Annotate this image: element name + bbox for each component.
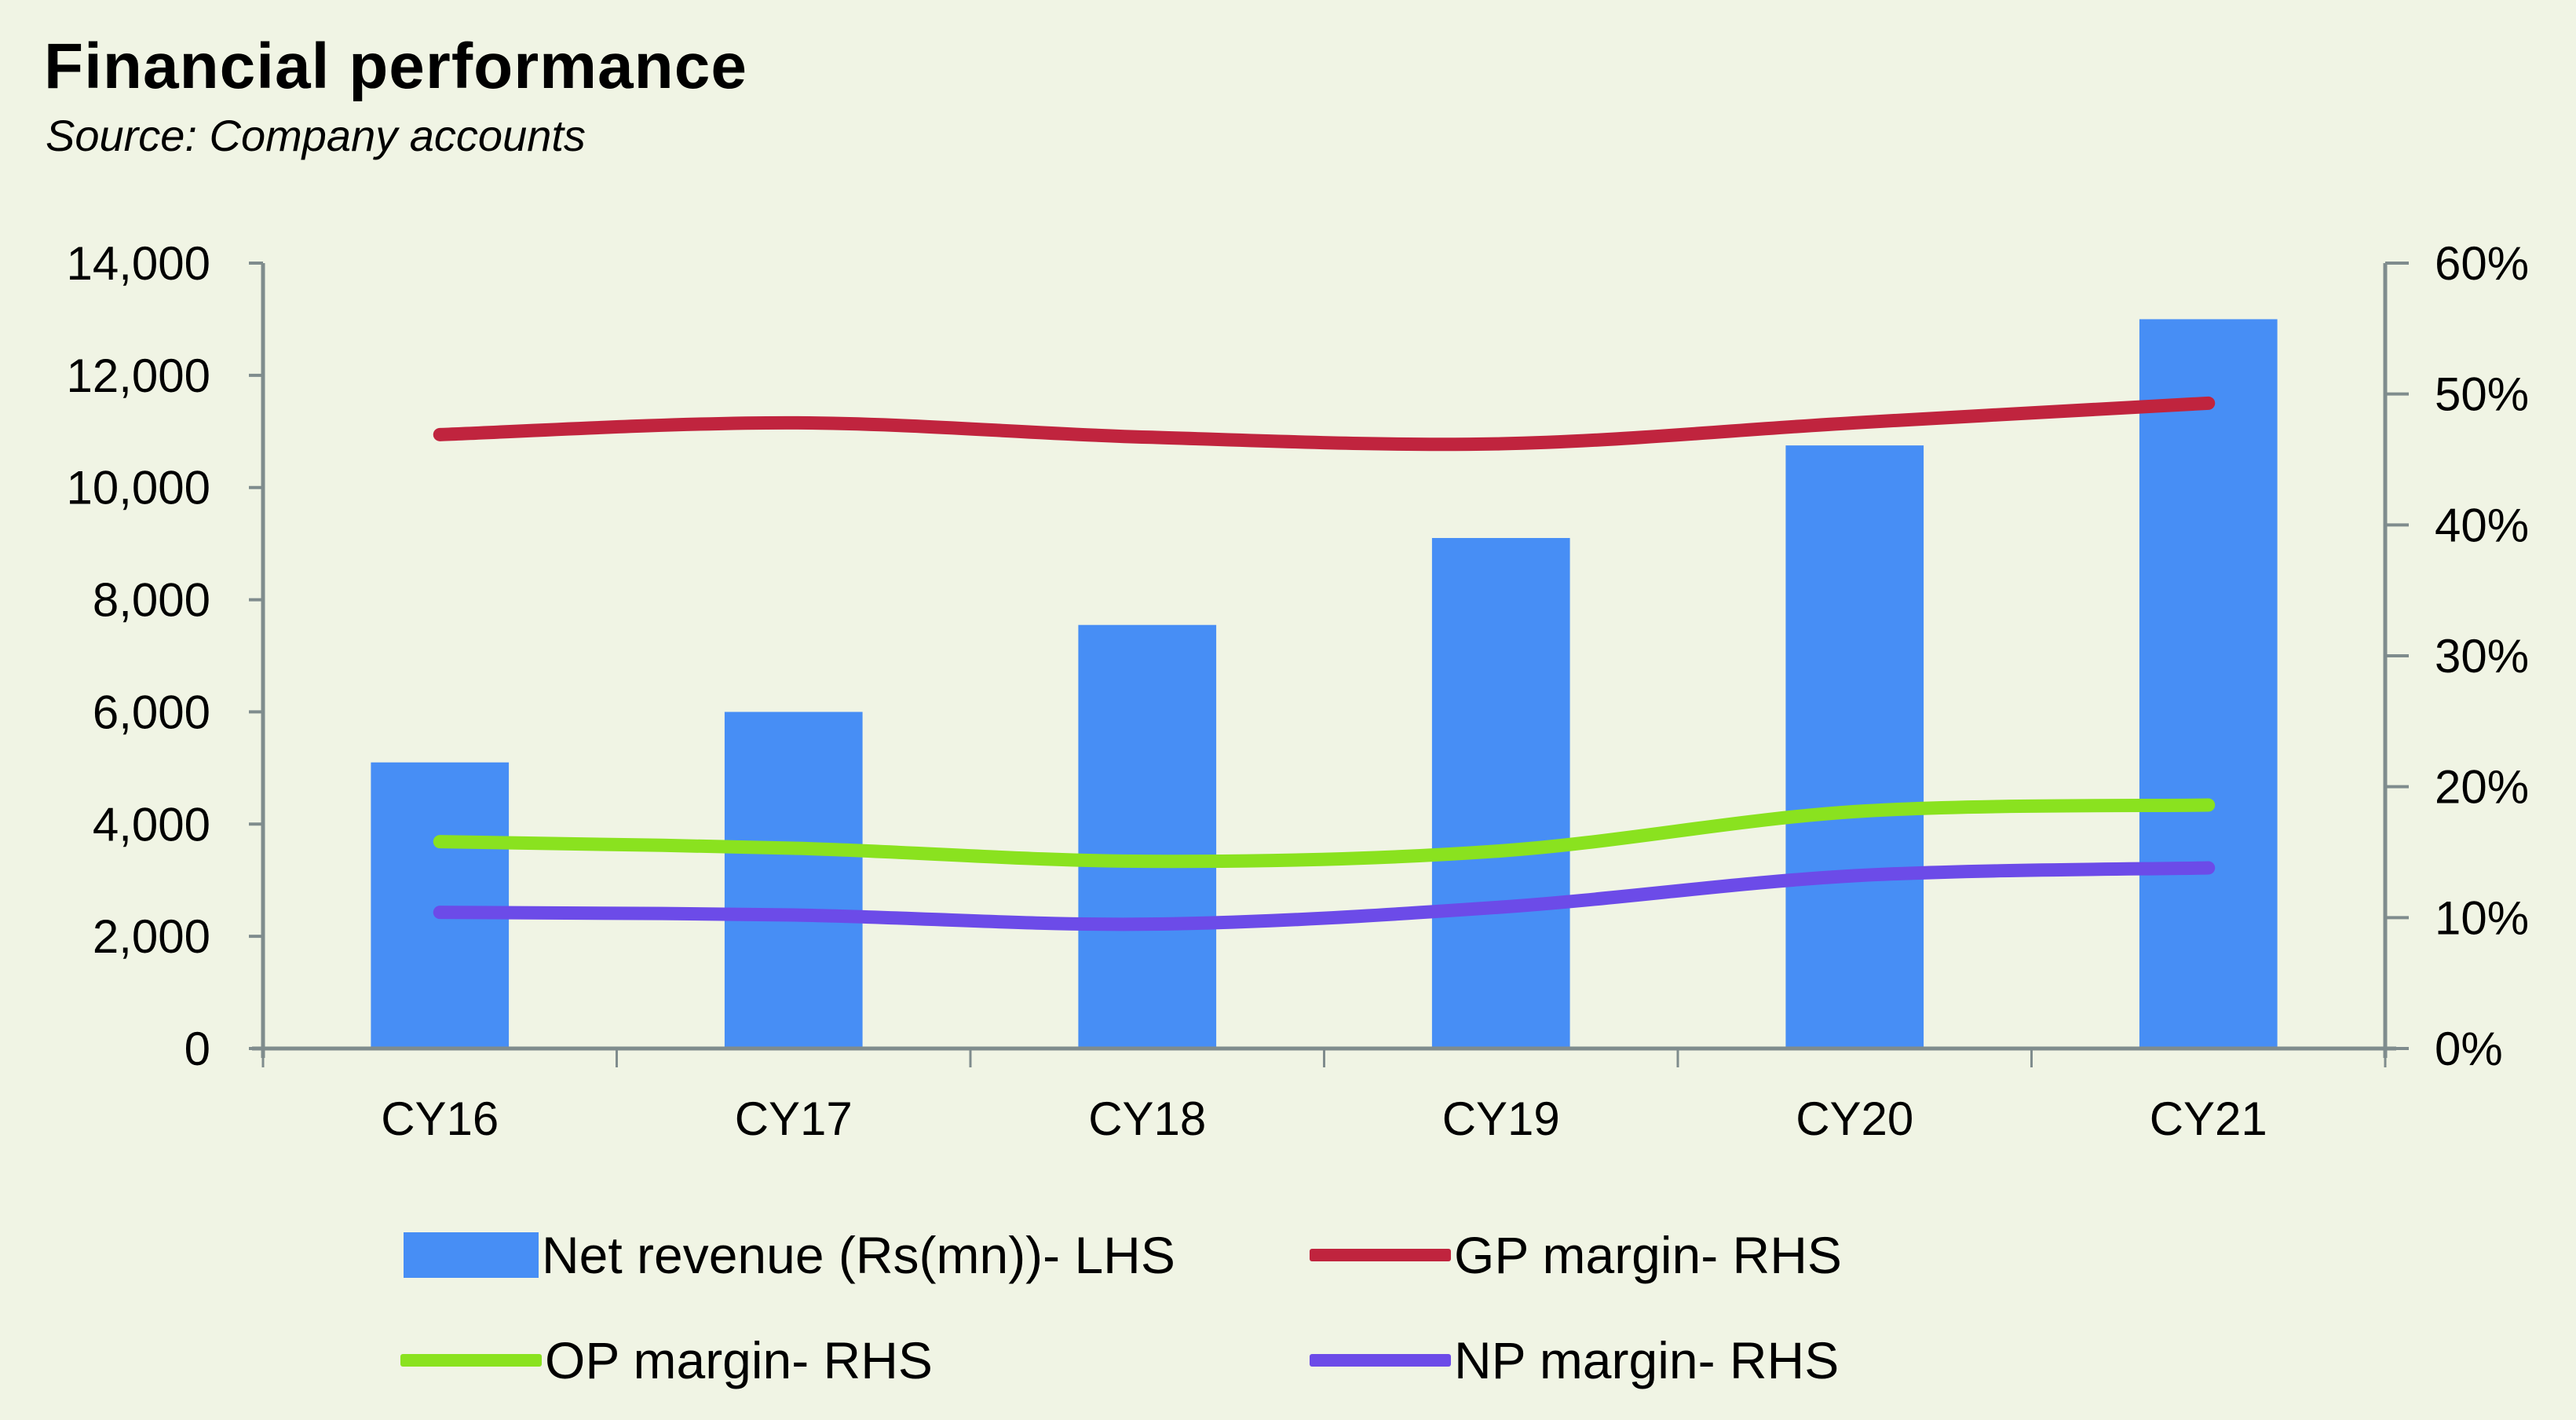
bar-cy20: [1785, 445, 1924, 1049]
right-tick-label: 50%: [2435, 368, 2529, 421]
left-tick-label: 4,000: [93, 798, 210, 851]
x-tick-label: CY20: [1796, 1092, 1913, 1145]
left-tick-label: 0: [185, 1023, 210, 1075]
bar-cy16: [371, 762, 510, 1049]
x-tick-label: CY16: [381, 1092, 499, 1145]
legend-label-np-margin: NP margin- RHS: [1454, 1331, 1840, 1389]
right-tick-label: 0%: [2435, 1023, 2503, 1075]
legend-item-np-margin[interactable]: NP margin- RHS: [1310, 1330, 1839, 1390]
bar-cy18: [1078, 624, 1217, 1049]
legend-swatch-np-margin: [1310, 1354, 1451, 1367]
right-tick-label: 40%: [2435, 499, 2529, 551]
left-tick-label: 14,000: [66, 237, 210, 290]
legend-item-op-margin[interactable]: OP margin- RHS: [400, 1330, 933, 1390]
left-tick-label: 10,000: [66, 462, 210, 514]
x-tick-label: CY18: [1088, 1092, 1206, 1145]
right-tick-label: 30%: [2435, 630, 2529, 683]
x-tick-label: CY21: [2150, 1092, 2267, 1145]
right-tick-label: 20%: [2435, 761, 2529, 814]
legend-item-gp-margin[interactable]: GP margin- RHS: [1310, 1225, 1842, 1285]
x-tick-label: CY19: [1442, 1092, 1560, 1145]
legend-swatch-net-revenue: [404, 1232, 539, 1278]
left-tick-label: 2,000: [93, 910, 210, 963]
legend-label-gp-margin: GP margin- RHS: [1454, 1226, 1842, 1284]
chart-title: Financial performance: [44, 31, 747, 102]
left-tick-label: 8,000: [93, 574, 210, 627]
legend-label-net-revenue: Net revenue (Rs(mn))- LHS: [542, 1226, 1175, 1284]
right-tick-label: 10%: [2435, 891, 2529, 944]
gp-margin-line: [433, 396, 2216, 452]
right-tick-label: 60%: [2435, 237, 2529, 290]
bar-cy21: [2139, 319, 2278, 1049]
legend-swatch-op-margin: [400, 1354, 542, 1367]
left-tick-label: 6,000: [93, 686, 210, 738]
left-tick-label: 12,000: [66, 350, 210, 402]
x-tick-label: CY17: [735, 1092, 853, 1145]
bar-cy19: [1431, 538, 1570, 1049]
chart-subtitle: Source: Company accounts: [46, 111, 586, 160]
legend-swatch-gp-margin: [1310, 1249, 1451, 1261]
legend-label-op-margin: OP margin- RHS: [545, 1331, 933, 1389]
np-margin-line: [433, 861, 2216, 931]
op-margin-line: [433, 798, 2216, 869]
bar-cy17: [724, 712, 863, 1049]
legend-item-net-revenue[interactable]: Net revenue (Rs(mn))- LHS: [404, 1225, 1175, 1285]
